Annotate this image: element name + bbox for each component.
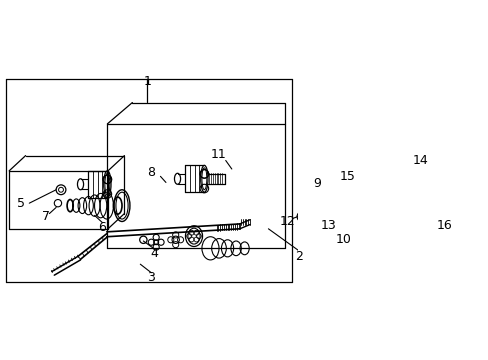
Text: 2: 2 bbox=[294, 250, 302, 263]
Text: 16: 16 bbox=[435, 219, 451, 232]
Text: 11: 11 bbox=[210, 148, 226, 161]
Text: 7: 7 bbox=[41, 210, 50, 223]
Text: 8: 8 bbox=[147, 166, 155, 179]
Text: 4: 4 bbox=[150, 247, 158, 260]
Text: 3: 3 bbox=[147, 271, 155, 284]
Text: 12: 12 bbox=[280, 215, 295, 228]
Text: 5: 5 bbox=[17, 197, 25, 210]
Text: 1: 1 bbox=[143, 75, 151, 88]
Circle shape bbox=[452, 238, 458, 244]
Text: 13: 13 bbox=[320, 219, 335, 232]
Text: 6: 6 bbox=[99, 221, 106, 234]
Circle shape bbox=[300, 215, 303, 219]
Text: 10: 10 bbox=[335, 233, 351, 246]
Text: 14: 14 bbox=[412, 154, 428, 167]
Text: 15: 15 bbox=[339, 170, 355, 184]
Text: 9: 9 bbox=[313, 176, 321, 190]
